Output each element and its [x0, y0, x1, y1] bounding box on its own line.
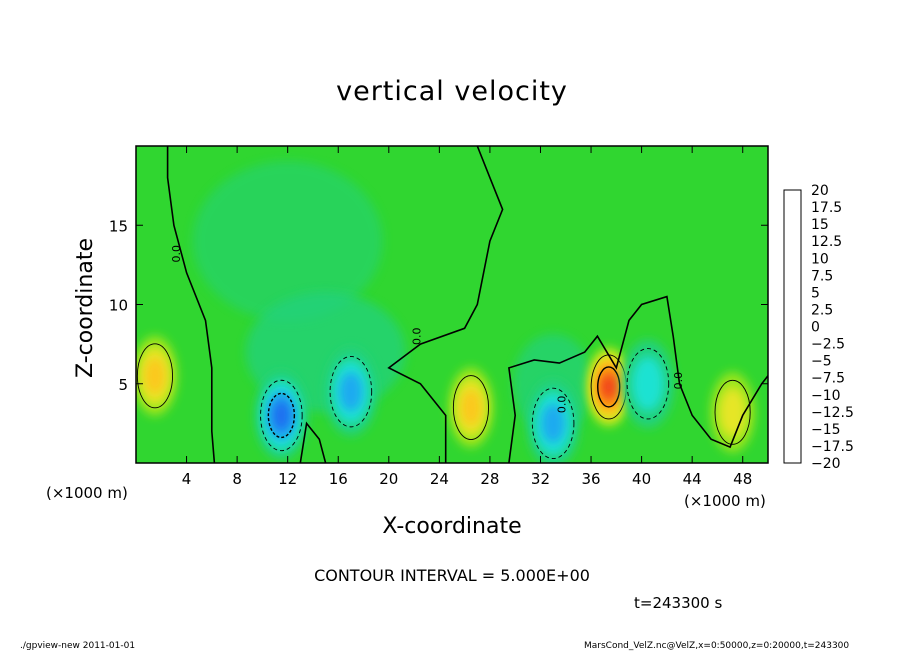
- footer-program-info: ./gpview-new 2011-01-01: [20, 641, 136, 651]
- colorbar-label: 12.5: [811, 234, 842, 250]
- x-axis-label: X-coordinate: [382, 514, 522, 539]
- downdraft-cell-7: [631, 356, 664, 411]
- x-tick-label: 44: [683, 470, 702, 488]
- y-axis: 5 10 15: [109, 217, 768, 394]
- updraft-cell-0: [461, 389, 481, 426]
- contour-line: [267, 392, 296, 439]
- y-tick-label: 15: [109, 217, 128, 235]
- contour-line: [597, 366, 621, 408]
- zero-contour-line: [299, 421, 327, 463]
- contour-line: [329, 356, 373, 428]
- x-tick-label: 24: [430, 470, 449, 488]
- colorbar-label: 5: [811, 285, 820, 301]
- x-tick-label: 36: [581, 470, 600, 488]
- x-tick-label: 32: [531, 470, 550, 488]
- colorbar-label: 0: [811, 320, 820, 336]
- x-tick-label: 8: [232, 470, 242, 488]
- footer-dataset-info: MarsCond_VelZ.nc@VelZ,x=0:50000,z=0:2000…: [584, 641, 850, 651]
- colorbar-label: 15: [811, 217, 829, 233]
- updraft-cell-2: [603, 377, 615, 397]
- contour-value-label: 0.0: [410, 327, 423, 345]
- colorbar-label: −5: [811, 354, 832, 370]
- x-axis-unit: (×1000 m): [684, 492, 766, 510]
- contour-line: [452, 375, 490, 440]
- zero-contour-line: [508, 295, 768, 463]
- contour-value-label: 0.0: [170, 245, 183, 263]
- colorbar-label: −7.5: [811, 371, 845, 387]
- x-tick-label: 48: [733, 470, 752, 488]
- z-axis-unit: (×1000 m): [46, 484, 128, 502]
- x-tick-label: 16: [329, 470, 348, 488]
- y-tick-label: 5: [118, 376, 128, 394]
- colorbar-label: −10: [811, 388, 841, 404]
- contour-value-label: 0.0: [672, 372, 685, 390]
- x-tick-label: 40: [632, 470, 651, 488]
- colorbar-label: 20: [811, 183, 829, 199]
- x-tick-label: 4: [182, 470, 192, 488]
- time-label: t=243300 s: [634, 594, 723, 612]
- contour-line: [136, 343, 174, 409]
- colorbar-label: 7.5: [811, 268, 833, 284]
- colorbar-label: −15: [811, 422, 841, 438]
- plot-area: 0.0 0.0 0.0 0.0: [136, 146, 768, 463]
- x-tick-label: 20: [379, 470, 398, 488]
- colorbar-label: −17.5: [811, 439, 854, 455]
- contour-line: [260, 379, 303, 452]
- chart-title: vertical velocity: [336, 76, 568, 107]
- contour-line: [531, 387, 575, 460]
- x-tick-label: 28: [480, 470, 499, 488]
- zero-contour-line: [166, 146, 216, 463]
- x-axis: 4 8 12 16 20 24 28 32 36 40 44 48: [182, 146, 752, 488]
- colorbar-frame: [783, 189, 802, 464]
- updraft-cell-1: [145, 358, 165, 394]
- contour-line: [626, 348, 670, 420]
- x-tick-label: 12: [278, 470, 297, 488]
- contour-line: [714, 379, 751, 445]
- contour-interval-note: CONTOUR INTERVAL = 5.000E+00: [314, 566, 590, 585]
- colorbar-label: −2.5: [811, 337, 845, 353]
- colorbar-label: 17.5: [811, 200, 842, 216]
- zero-contour-line: [387, 146, 504, 463]
- y-tick-label: 10: [109, 297, 128, 315]
- colorbar-label: −12.5: [811, 405, 854, 421]
- updraft-cell-3: [719, 387, 747, 437]
- downdraft-cell-5: [339, 372, 363, 412]
- colorbar-label: 10: [811, 251, 829, 267]
- colorbar-label: −20: [811, 456, 841, 472]
- downdraft-cell-4: [272, 400, 291, 431]
- contour-value-label: 0.0: [556, 396, 569, 414]
- downdraft-cell-6: [541, 403, 565, 443]
- weak-downdraft-region: [192, 161, 383, 322]
- colorbar-label: 2.5: [811, 302, 833, 318]
